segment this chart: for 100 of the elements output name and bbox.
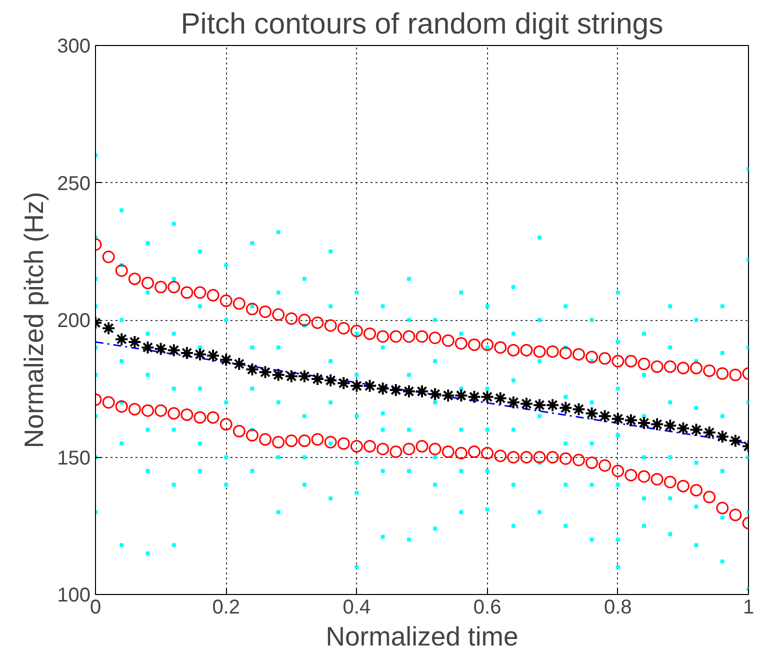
x-tick-label: 0.4: [342, 596, 371, 618]
point: [546, 451, 559, 464]
point: [467, 390, 482, 404]
point: [206, 411, 220, 424]
point: [271, 368, 286, 382]
point: [154, 404, 168, 417]
point: [480, 390, 494, 404]
point: [102, 250, 115, 264]
point: [246, 429, 258, 442]
point: [154, 280, 168, 294]
point: [390, 446, 402, 458]
y-tick-label: 250: [57, 172, 91, 195]
y-tick-label: 200: [57, 310, 91, 332]
x-tick-label: 1: [742, 596, 754, 618]
point: [441, 388, 456, 402]
point: [258, 365, 272, 380]
point: [558, 400, 573, 415]
point: [194, 286, 206, 299]
point: [664, 476, 676, 488]
point: [624, 354, 638, 368]
point: [168, 280, 180, 294]
point: [690, 362, 703, 374]
point: [285, 434, 298, 448]
point: [728, 434, 742, 448]
point: [140, 340, 155, 354]
point: [689, 422, 704, 437]
point: [206, 289, 220, 302]
point: [507, 451, 520, 464]
point: [663, 418, 678, 433]
point: [324, 373, 338, 388]
point: [206, 348, 220, 363]
point: [572, 348, 585, 361]
point: [481, 446, 494, 460]
point: [232, 356, 246, 371]
point: [612, 464, 624, 478]
point: [180, 286, 194, 299]
point: [493, 391, 508, 406]
point: [284, 369, 298, 384]
point: [532, 398, 547, 412]
point: [376, 330, 390, 343]
point: [624, 413, 638, 428]
point: [376, 442, 390, 456]
y-axis-title: Normalized pitch (Hz): [19, 192, 50, 448]
point: [729, 368, 742, 382]
point: [219, 352, 234, 367]
point: [416, 330, 428, 343]
chart-title: Pitch contours of random digit strings: [180, 8, 664, 40]
point: [141, 276, 154, 290]
point: [428, 387, 442, 402]
point: [272, 436, 285, 448]
point: [519, 396, 534, 411]
point: [297, 369, 312, 384]
point: [676, 480, 690, 492]
point: [194, 411, 206, 424]
point: [702, 426, 716, 440]
point: [428, 332, 442, 344]
point: [298, 314, 311, 326]
point: [128, 272, 141, 286]
point: [638, 358, 650, 370]
point: [285, 312, 298, 325]
point: [416, 440, 428, 453]
point: [729, 508, 742, 522]
point: [650, 472, 664, 486]
point: [115, 264, 128, 277]
point: [533, 345, 546, 358]
point: [586, 350, 598, 364]
point: [637, 416, 652, 430]
point: [402, 384, 416, 398]
point: [559, 452, 572, 465]
point: [272, 308, 285, 321]
point: [703, 364, 716, 378]
point: [232, 297, 246, 310]
point: [154, 342, 168, 356]
point: [572, 402, 586, 416]
point: [494, 341, 507, 354]
point: [102, 396, 115, 409]
point: [546, 398, 560, 412]
y-tick-label: 150: [57, 447, 91, 470]
point: [494, 450, 507, 462]
point: [115, 400, 128, 413]
point: [141, 404, 154, 417]
point: [311, 316, 324, 329]
point: [454, 337, 468, 350]
point: [402, 442, 416, 456]
point: [362, 378, 377, 393]
point: [442, 334, 454, 347]
point: [337, 322, 350, 334]
point: [559, 346, 572, 360]
point: [715, 430, 730, 444]
point: [232, 424, 246, 438]
point: [166, 343, 181, 358]
point: [454, 446, 468, 460]
y-tick-label: 300: [57, 36, 91, 58]
point: [454, 388, 468, 402]
point: [610, 412, 625, 426]
point: [350, 324, 363, 338]
point: [428, 442, 442, 456]
point: [311, 433, 324, 446]
point: [310, 372, 325, 386]
point: [612, 354, 624, 368]
